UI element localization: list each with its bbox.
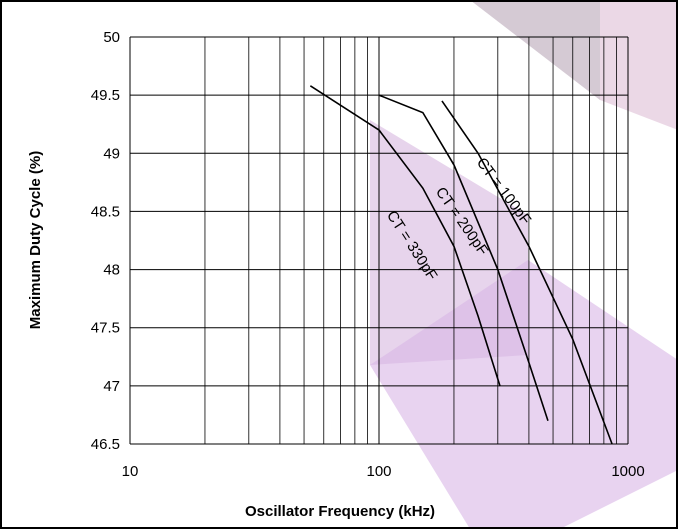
watermark	[470, 0, 600, 100]
watermark	[600, 0, 678, 130]
y-axis-label: Maximum Duty Cycle (%)	[27, 151, 44, 329]
line	[441, 100, 613, 445]
y-tick-label: 49	[103, 145, 120, 162]
x-tick-label: 10	[122, 463, 139, 480]
x-tick-label: 100	[366, 463, 391, 480]
y-tick-label: 48.5	[91, 203, 120, 220]
y-tick-label: 47	[103, 378, 120, 395]
y-tick-label: 48	[103, 262, 120, 279]
line	[378, 94, 549, 421]
line	[309, 85, 501, 387]
x-tick-label: 1000	[611, 463, 644, 480]
y-tick-label: 47.5	[91, 320, 120, 337]
y-tick-label: 49.5	[91, 87, 120, 104]
y-tick-label: 50	[103, 29, 120, 46]
y-tick-label: 46.5	[91, 436, 120, 453]
x-axis-label: Oscillator Frequency (kHz)	[245, 503, 435, 520]
